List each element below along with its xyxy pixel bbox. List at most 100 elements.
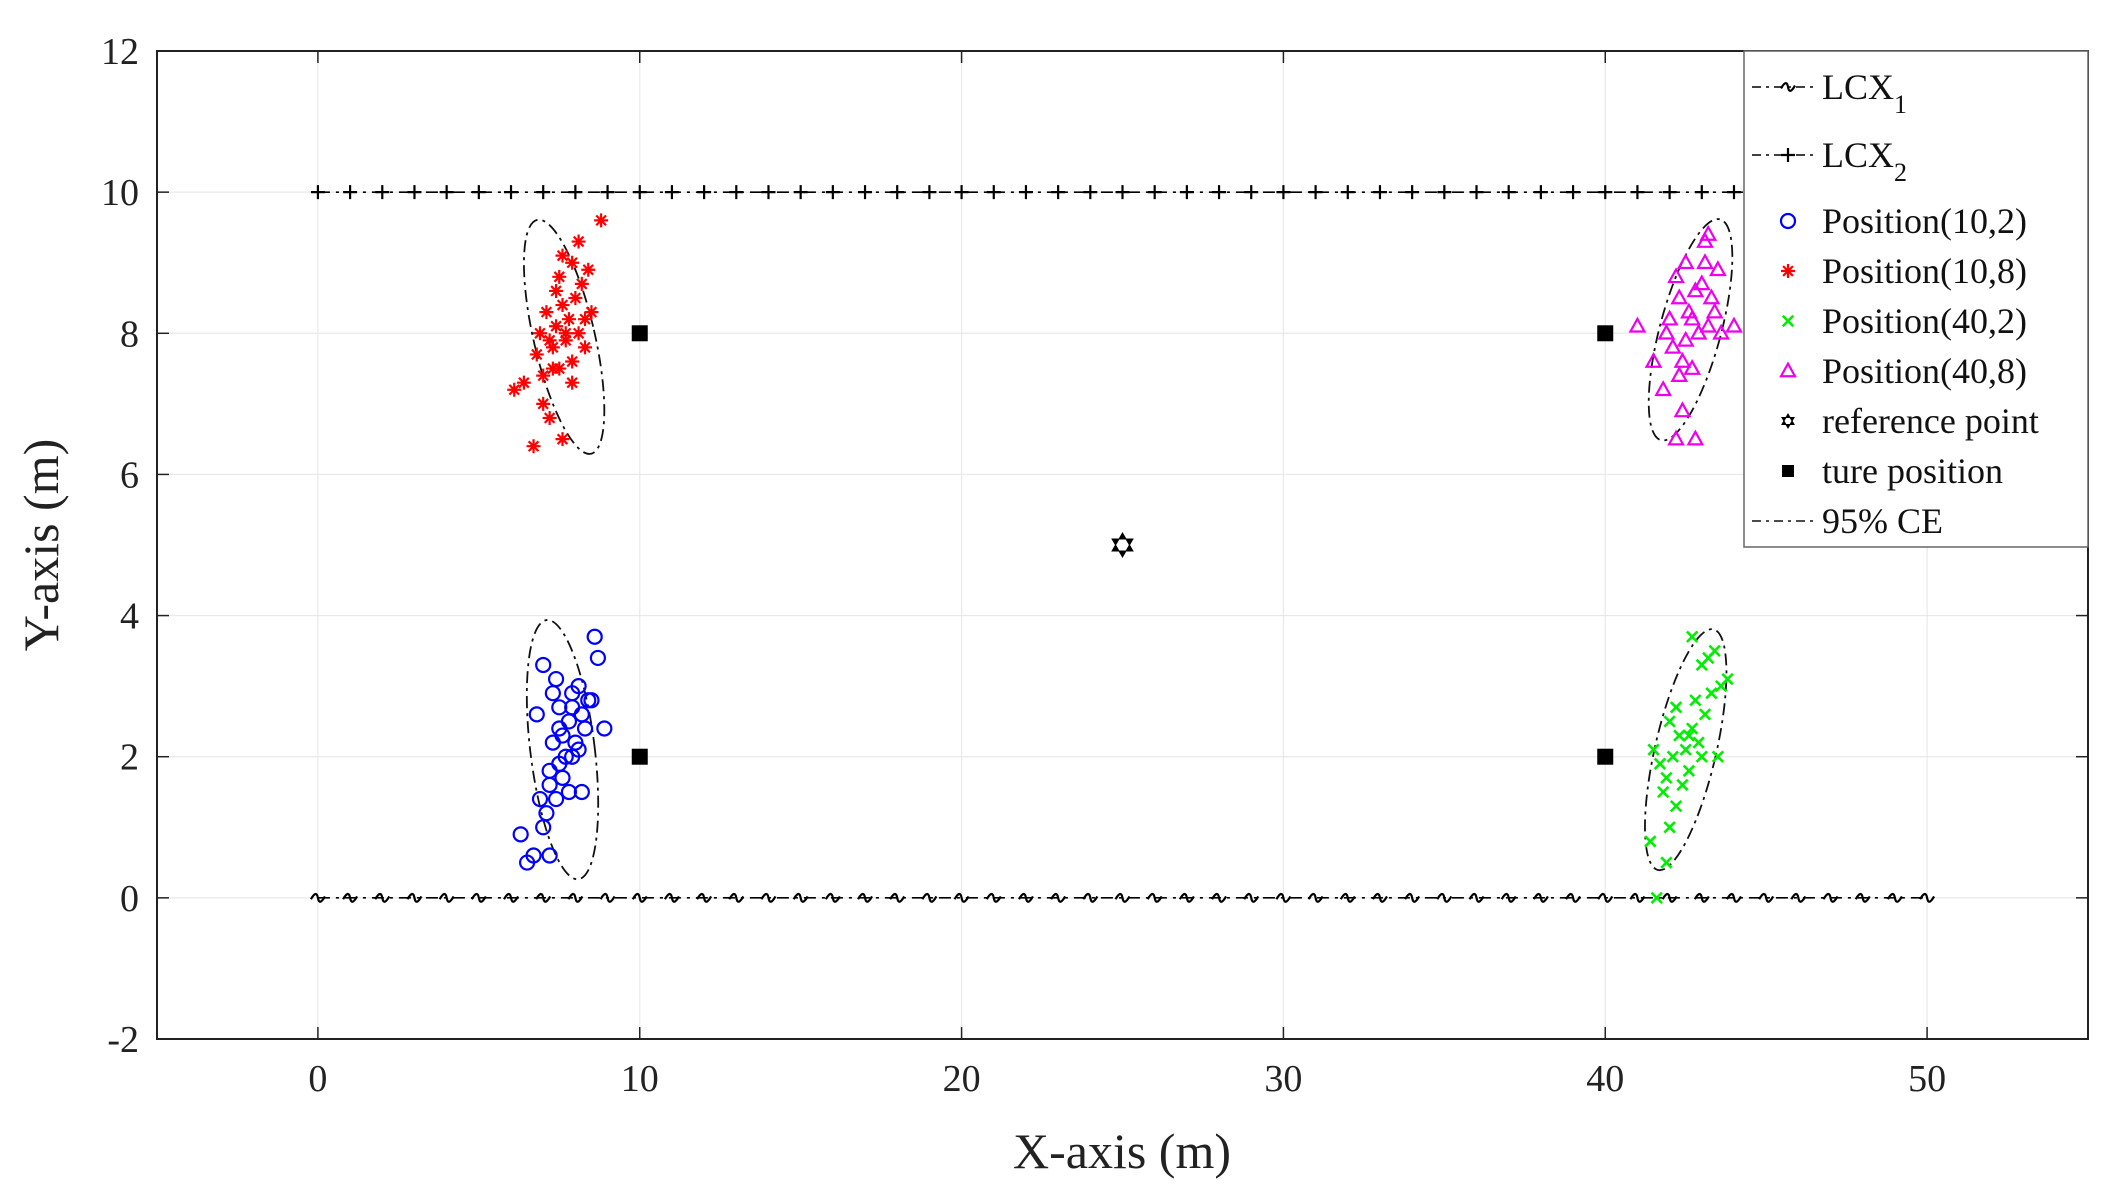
lcx1-marker bbox=[1050, 892, 1067, 903]
data-point bbox=[555, 298, 570, 313]
data-point bbox=[531, 790, 549, 808]
data-point bbox=[547, 790, 565, 808]
x-tick-label: 10 bbox=[621, 1058, 659, 1100]
lcx2-marker bbox=[1212, 185, 1227, 200]
lcx1-marker bbox=[503, 892, 519, 903]
lcx2-marker bbox=[1437, 185, 1452, 200]
data-point bbox=[565, 354, 580, 369]
y-tick-label: 12 bbox=[101, 31, 139, 73]
lcx2-marker bbox=[1662, 185, 1677, 200]
data-point bbox=[1667, 267, 1685, 284]
data-point bbox=[584, 305, 599, 320]
y-tick-label: 2 bbox=[120, 737, 139, 779]
legend-main-text: LCX bbox=[1822, 67, 1894, 107]
legend-series-marker bbox=[1781, 264, 1795, 278]
true-position-marker bbox=[1597, 748, 1614, 765]
lcx2-marker bbox=[1501, 185, 1516, 200]
lcx1-marker bbox=[1886, 892, 1903, 903]
lcx1-marker bbox=[1919, 892, 1936, 903]
data-point bbox=[1705, 302, 1724, 319]
lcx1-marker bbox=[1790, 892, 1807, 903]
data-point bbox=[545, 340, 560, 355]
lcx1-marker bbox=[1565, 892, 1582, 903]
series-3 bbox=[1644, 628, 1734, 905]
ce-ellipse-3 bbox=[1644, 628, 1728, 872]
lcx2-marker bbox=[954, 185, 969, 200]
data-point bbox=[551, 720, 568, 737]
lcx2-marker bbox=[986, 185, 1001, 200]
lcx1-marker bbox=[663, 892, 680, 903]
lcx2-marker bbox=[1340, 185, 1355, 200]
lcx2-marker bbox=[1179, 185, 1194, 200]
legend-series-marker bbox=[1779, 212, 1797, 230]
lcx2-marker bbox=[1598, 185, 1613, 200]
y-tick-label: 6 bbox=[120, 454, 139, 496]
lcx1-marker bbox=[309, 892, 326, 903]
data-point bbox=[552, 269, 567, 284]
data-point bbox=[1673, 401, 1692, 418]
lcx2-marker bbox=[1308, 185, 1323, 200]
data-point bbox=[1686, 429, 1705, 446]
data-point bbox=[1669, 799, 1683, 813]
lcx1-marker bbox=[1243, 892, 1260, 903]
data-point bbox=[541, 762, 558, 779]
legend-true-position-marker bbox=[1782, 465, 1794, 477]
lcx1-marker bbox=[1211, 892, 1228, 903]
lcx1-marker bbox=[792, 892, 809, 903]
lcx1-marker bbox=[985, 892, 1002, 903]
x-tick-label: 40 bbox=[1586, 1058, 1624, 1100]
data-point bbox=[1702, 288, 1721, 305]
data-point bbox=[1708, 644, 1721, 658]
lcx2-marker bbox=[1726, 185, 1741, 200]
lcx1-marker bbox=[1082, 892, 1099, 903]
lcx2-marker bbox=[1694, 185, 1709, 200]
data-point bbox=[512, 826, 529, 843]
lcx1-marker bbox=[728, 892, 745, 903]
data-point bbox=[1657, 785, 1670, 799]
lcx1-marker bbox=[567, 892, 584, 903]
legend-label-series-3: Position(40,2) bbox=[1822, 301, 2027, 341]
data-point bbox=[555, 432, 570, 447]
data-point bbox=[1673, 729, 1686, 742]
data-point bbox=[1695, 658, 1708, 672]
data-point bbox=[1663, 337, 1682, 354]
data-point bbox=[544, 685, 561, 702]
lcx2-marker bbox=[504, 185, 519, 200]
lcx1-marker bbox=[1854, 892, 1871, 903]
lcx2-marker bbox=[922, 185, 937, 200]
legend-label-ce: 95% CE bbox=[1822, 501, 1943, 541]
lcx2-marker bbox=[1018, 185, 1033, 200]
legend: LCX1LCX2Position(10,2)Position(10,8)Posi… bbox=[1743, 50, 2089, 548]
data-point bbox=[594, 213, 609, 228]
lcx2-cable-line bbox=[310, 185, 1935, 200]
data-point bbox=[549, 283, 564, 298]
lcx1-marker bbox=[1629, 892, 1646, 903]
lcx1-marker bbox=[406, 892, 423, 903]
lcx2-marker bbox=[1630, 185, 1645, 200]
lcx1-marker bbox=[1436, 892, 1453, 903]
lcx1-marker bbox=[1017, 892, 1034, 903]
lcx2-marker bbox=[825, 185, 840, 200]
lcx1-marker bbox=[374, 892, 391, 903]
data-layer bbox=[309, 185, 1936, 905]
data-point bbox=[565, 255, 580, 270]
data-point bbox=[551, 699, 568, 716]
y-tick-label: 0 bbox=[120, 878, 139, 920]
data-point bbox=[1699, 316, 1718, 333]
data-point bbox=[571, 234, 586, 249]
data-point bbox=[538, 805, 555, 822]
lcx1-marker bbox=[599, 892, 616, 903]
legend-reference-marker bbox=[1781, 413, 1795, 429]
lcx2-marker bbox=[697, 185, 712, 200]
x-tick-label: 20 bbox=[943, 1058, 981, 1100]
data-point bbox=[565, 375, 580, 390]
lcx1-marker bbox=[1597, 892, 1614, 903]
lcx2-marker bbox=[407, 185, 422, 200]
lcx1-marker bbox=[1307, 892, 1324, 903]
lcx1-marker bbox=[535, 892, 552, 903]
legend-label-reference: reference point bbox=[1822, 401, 2039, 441]
legend-main-text: LCX bbox=[1822, 135, 1894, 175]
lcx1-marker bbox=[1275, 892, 1292, 903]
data-point bbox=[581, 262, 596, 277]
data-point bbox=[1705, 687, 1718, 700]
